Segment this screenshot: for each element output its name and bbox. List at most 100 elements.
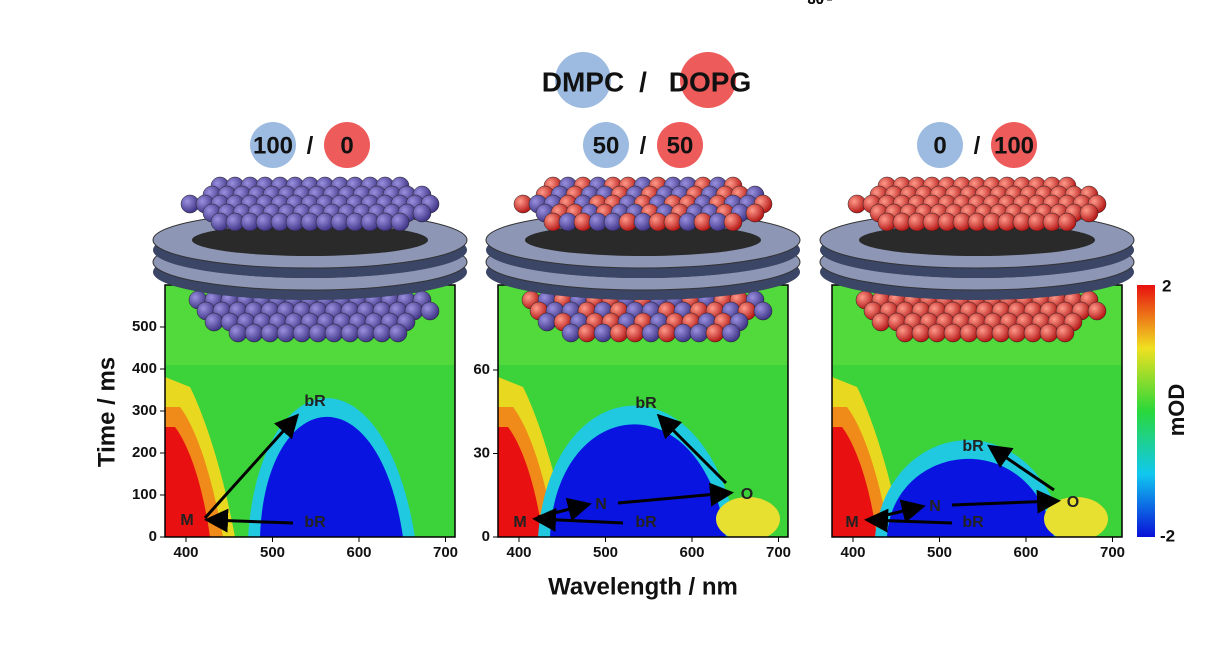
dmpc-lipid (561, 323, 581, 343)
ratio-b: 100 (994, 132, 1034, 159)
ratio-b: 50 (667, 132, 694, 159)
dopg-lipid (1057, 212, 1077, 232)
annotation: bR (635, 514, 657, 531)
dmpc-lipid (244, 323, 264, 343)
lipid-a-icon (583, 122, 629, 168)
annotation: M (180, 512, 193, 529)
lipid-a-icon (555, 52, 611, 108)
x-tick-label: 400 (173, 544, 198, 561)
x-tick-label: 400 (840, 544, 865, 561)
lipid-a-icon (917, 122, 963, 168)
dopg-lipid (927, 323, 947, 343)
dopg-lipid (895, 323, 915, 343)
dopg-lipid (609, 323, 629, 343)
dmpc-lipid (390, 212, 410, 232)
lipid-a: DMPC (542, 66, 624, 97)
annotation: bR (635, 395, 657, 412)
dopg-lipid (1087, 301, 1107, 321)
y-axis-label: Time / ms (93, 357, 120, 467)
x-axis-label: Wavelength / nm (548, 573, 738, 600)
dopg-lipid (1007, 323, 1027, 343)
arrow (951, 489, 1061, 514)
y-tick-label: 60 (807, 0, 824, 8)
dmpc-lipid (537, 312, 557, 332)
dopg-lipid (1079, 203, 1099, 223)
separator: / (640, 132, 647, 159)
x-tick-label: 700 (766, 544, 791, 561)
colorbar (1137, 285, 1155, 537)
dopg-lipid (991, 323, 1011, 343)
y-tick-label: 60 (473, 361, 490, 378)
red-region (165, 427, 210, 537)
dopg-lipid (959, 323, 979, 343)
dopg-lipid (911, 323, 931, 343)
x-tick-label: 500 (593, 544, 618, 561)
arrow (204, 508, 294, 533)
x-tick-label: 600 (679, 544, 704, 561)
blue-dome (260, 416, 403, 537)
y-tick-label: 0 (149, 528, 157, 545)
separator: / (307, 132, 314, 159)
x-tick-label: 700 (433, 544, 458, 561)
lipid-b-icon (324, 122, 370, 168)
arrow (203, 413, 300, 520)
lipid-b-icon (991, 122, 1037, 168)
annotation: bR (962, 438, 984, 455)
dopg-lipid (1055, 323, 1075, 343)
arrow (532, 507, 624, 532)
arrow (864, 508, 953, 533)
dopg-lipid (975, 323, 995, 343)
dmpc-lipid (689, 323, 709, 343)
annotation: N (929, 498, 941, 515)
arrow (656, 413, 728, 485)
y-tick-label: 30 (473, 444, 490, 461)
y-tick-label: 100 (132, 486, 157, 503)
y-tick-label: 300 (132, 402, 157, 419)
dmpc-lipid (340, 323, 360, 343)
dmpc-lipid (412, 203, 432, 223)
y-tick-label: 400 (132, 360, 157, 377)
dopg-lipid (705, 323, 725, 343)
arrow (987, 444, 1055, 492)
annotation: bR (304, 393, 326, 410)
dmpc-lipid (228, 323, 248, 343)
annotation: bR (962, 514, 984, 531)
ratio-a: 50 (593, 132, 620, 159)
dopg-lipid (657, 323, 677, 343)
dopg-lipid (577, 323, 597, 343)
dmpc-lipid (204, 312, 224, 332)
dmpc-lipid (721, 323, 741, 343)
lipid-a-icon (250, 122, 296, 168)
lipid-b: DOPG (669, 66, 751, 97)
annotation: bR (304, 514, 326, 531)
disc-hole (525, 224, 761, 256)
blue-dome (887, 458, 1054, 537)
arrow (617, 482, 734, 507)
x-tick-label: 400 (506, 544, 531, 561)
separator: / (974, 132, 981, 159)
dopg-lipid (745, 203, 765, 223)
annotation: O (741, 486, 753, 503)
dopg-lipid (625, 323, 645, 343)
dmpc-lipid (292, 323, 312, 343)
dmpc-lipid (593, 323, 613, 343)
red-region (498, 427, 543, 537)
dmpc-lipid (372, 323, 392, 343)
dmpc-lipid (641, 323, 661, 343)
lipid-b-icon (680, 52, 736, 108)
y-tick-label: 0 (482, 528, 490, 545)
dmpc-lipid (673, 323, 693, 343)
dmpc-lipid (308, 323, 328, 343)
dopg-lipid (943, 323, 963, 343)
disc-hole (859, 224, 1095, 256)
dmpc-lipid (356, 323, 376, 343)
y-tick-label: 500 (132, 318, 157, 335)
colorbar-min: -2 (1160, 526, 1175, 545)
lipid-b-icon (657, 122, 703, 168)
annotation: M (513, 514, 526, 531)
disc-hole (192, 224, 428, 256)
x-tick-label: 500 (260, 544, 285, 561)
dopg-lipid (871, 312, 891, 332)
ratio-a: 0 (933, 132, 946, 159)
